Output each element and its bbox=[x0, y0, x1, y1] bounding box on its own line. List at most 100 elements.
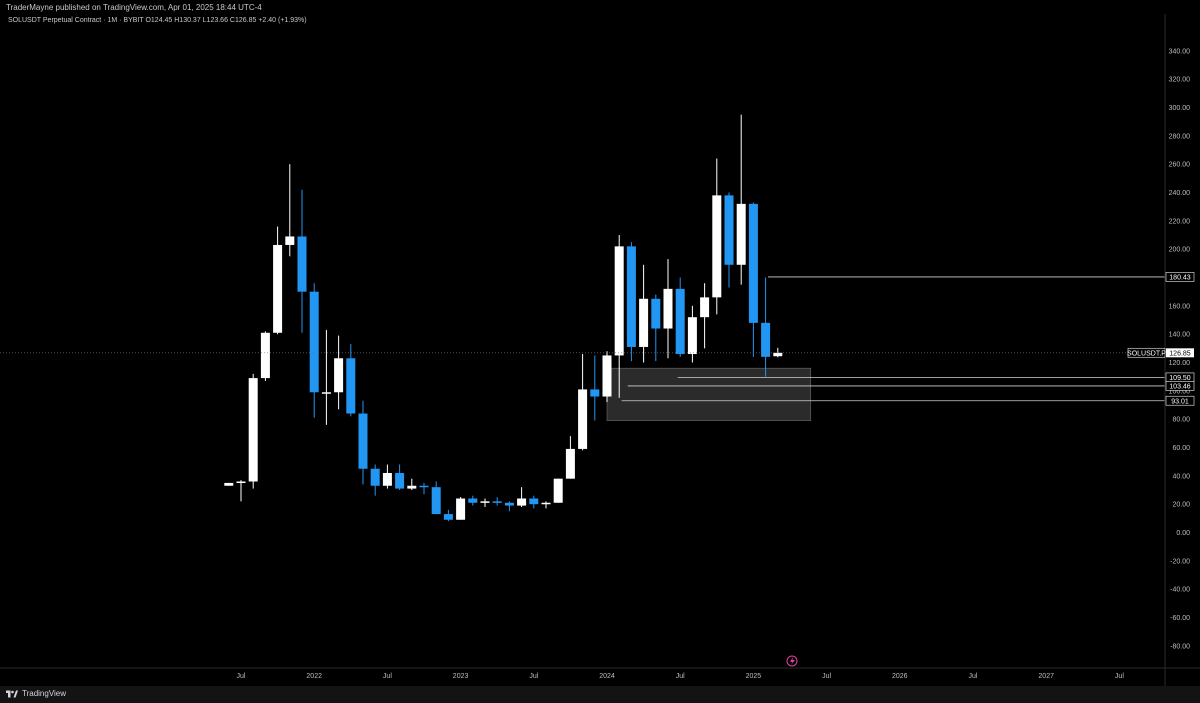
tradingview-logo-icon bbox=[6, 690, 18, 697]
candle[interactable] bbox=[273, 226, 283, 335]
candle[interactable] bbox=[395, 464, 405, 491]
x-tick-label: Jul bbox=[822, 673, 831, 680]
y-tick-label: -60.00 bbox=[1170, 615, 1190, 622]
symbol-ohlc-legend[interactable]: SOLUSDT Perpetual Contract · 1M · BYBIT … bbox=[8, 17, 307, 24]
y-tick-label: 200.00 bbox=[1169, 247, 1191, 254]
last-price-tag-label: 126.85 bbox=[1169, 350, 1191, 357]
level-tag bbox=[1165, 272, 1195, 282]
x-tick-label: Jul bbox=[529, 673, 538, 680]
x-tick-label: Jul bbox=[969, 673, 978, 680]
y-tick-label: 340.00 bbox=[1169, 48, 1191, 55]
candle[interactable] bbox=[578, 354, 588, 451]
x-tick-label: Jul bbox=[383, 673, 392, 680]
candle[interactable] bbox=[358, 400, 368, 485]
lightning-icon[interactable] bbox=[786, 655, 798, 667]
candle[interactable] bbox=[529, 495, 539, 509]
level-tag bbox=[1165, 395, 1195, 406]
level-tag-label: 109.50 bbox=[1169, 375, 1191, 382]
demand-zone-box[interactable] bbox=[606, 367, 812, 421]
symbol-tag bbox=[1127, 347, 1166, 358]
publisher-line: TraderMayne published on TradingView.com… bbox=[6, 3, 262, 12]
candle[interactable] bbox=[602, 351, 612, 403]
candle[interactable] bbox=[626, 242, 636, 362]
y-tick-label: 20.00 bbox=[1172, 502, 1190, 509]
candle[interactable] bbox=[700, 283, 710, 349]
candle[interactable] bbox=[260, 331, 270, 381]
chart-header: TraderMayne published on TradingView.com… bbox=[0, 0, 1200, 24]
candle[interactable] bbox=[517, 487, 527, 508]
x-tick-label: 2027 bbox=[1038, 673, 1054, 680]
level-tag-label: 103.46 bbox=[1169, 383, 1191, 390]
level-tag-label: 93.01 bbox=[1171, 398, 1189, 405]
x-tick-label: Jul bbox=[676, 673, 685, 680]
candle[interactable] bbox=[541, 501, 551, 509]
candle[interactable] bbox=[248, 373, 258, 489]
y-tick-label: 100.00 bbox=[1169, 388, 1191, 395]
candle[interactable] bbox=[675, 277, 685, 357]
y-tick-label: 120.00 bbox=[1169, 360, 1191, 367]
last-price-tag bbox=[1166, 348, 1194, 358]
candle[interactable] bbox=[456, 497, 466, 520]
candle[interactable] bbox=[761, 277, 771, 377]
symbol-tag-label: SOLUSDT.P bbox=[1127, 350, 1166, 357]
y-tick-label: 220.00 bbox=[1169, 218, 1191, 225]
candle[interactable] bbox=[468, 495, 478, 506]
y-tick-label: 0.00 bbox=[1176, 530, 1190, 537]
level-tag-label: 180.43 bbox=[1169, 274, 1191, 281]
candle[interactable] bbox=[480, 498, 490, 508]
candle[interactable] bbox=[431, 481, 441, 515]
candle[interactable] bbox=[553, 478, 563, 503]
candle[interactable] bbox=[614, 235, 624, 398]
candle[interactable] bbox=[443, 509, 453, 522]
candle[interactable] bbox=[736, 114, 746, 285]
candle[interactable] bbox=[565, 436, 575, 479]
candle[interactable] bbox=[639, 264, 649, 363]
footer-bar: TradingView bbox=[0, 686, 1200, 703]
candle[interactable] bbox=[504, 501, 514, 512]
tradingview-brand[interactable]: TradingView bbox=[6, 689, 66, 698]
y-tick-label: 140.00 bbox=[1169, 332, 1191, 339]
candle[interactable] bbox=[748, 202, 758, 357]
y-tick-label: 240.00 bbox=[1169, 190, 1191, 197]
y-tick-label: 60.00 bbox=[1172, 445, 1190, 452]
y-tick-label: 320.00 bbox=[1169, 77, 1191, 84]
x-tick-label: Jul bbox=[237, 673, 246, 680]
x-tick-label: 2023 bbox=[453, 673, 469, 680]
candle[interactable] bbox=[334, 335, 344, 410]
x-tick-label: 2022 bbox=[306, 673, 322, 680]
candle[interactable] bbox=[590, 355, 600, 421]
price-chart[interactable]: 340.00 320.00 300.00 280.00 260.00 240.00 220.… bbox=[0, 0, 1200, 686]
x-tick-label: 2025 bbox=[746, 673, 762, 680]
y-tick-label: 80.00 bbox=[1172, 417, 1190, 424]
x-tick-label: Jul bbox=[1115, 673, 1124, 680]
candle[interactable] bbox=[309, 283, 319, 418]
level-tag bbox=[1165, 381, 1195, 391]
candle[interactable] bbox=[236, 480, 246, 502]
candle[interactable] bbox=[724, 192, 734, 288]
candle[interactable] bbox=[492, 497, 502, 506]
brand-label: TradingView bbox=[22, 689, 67, 698]
candle[interactable] bbox=[382, 464, 392, 489]
candle[interactable] bbox=[651, 294, 661, 362]
candle[interactable] bbox=[663, 259, 673, 359]
y-tick-label: -20.00 bbox=[1170, 558, 1190, 565]
y-tick-label: -40.00 bbox=[1170, 587, 1190, 594]
y-tick-label: 260.00 bbox=[1169, 162, 1191, 169]
candle[interactable] bbox=[407, 478, 417, 491]
y-tick-label: 300.00 bbox=[1169, 105, 1191, 112]
candle[interactable] bbox=[297, 189, 307, 333]
candle[interactable] bbox=[285, 164, 295, 257]
candle[interactable] bbox=[687, 305, 697, 363]
x-tick-label: 2024 bbox=[599, 673, 615, 680]
y-tick-label: 40.00 bbox=[1172, 473, 1190, 480]
x-tick-label: 2026 bbox=[892, 673, 908, 680]
candle[interactable] bbox=[224, 482, 234, 486]
candle[interactable] bbox=[419, 482, 429, 495]
candle[interactable] bbox=[370, 464, 380, 496]
y-tick-label: -80.00 bbox=[1170, 643, 1190, 650]
y-tick-label: 280.00 bbox=[1169, 133, 1191, 140]
candle[interactable] bbox=[321, 329, 331, 425]
candle[interactable] bbox=[346, 344, 356, 417]
candle[interactable] bbox=[712, 158, 722, 315]
y-tick-label: 160.00 bbox=[1169, 303, 1191, 310]
